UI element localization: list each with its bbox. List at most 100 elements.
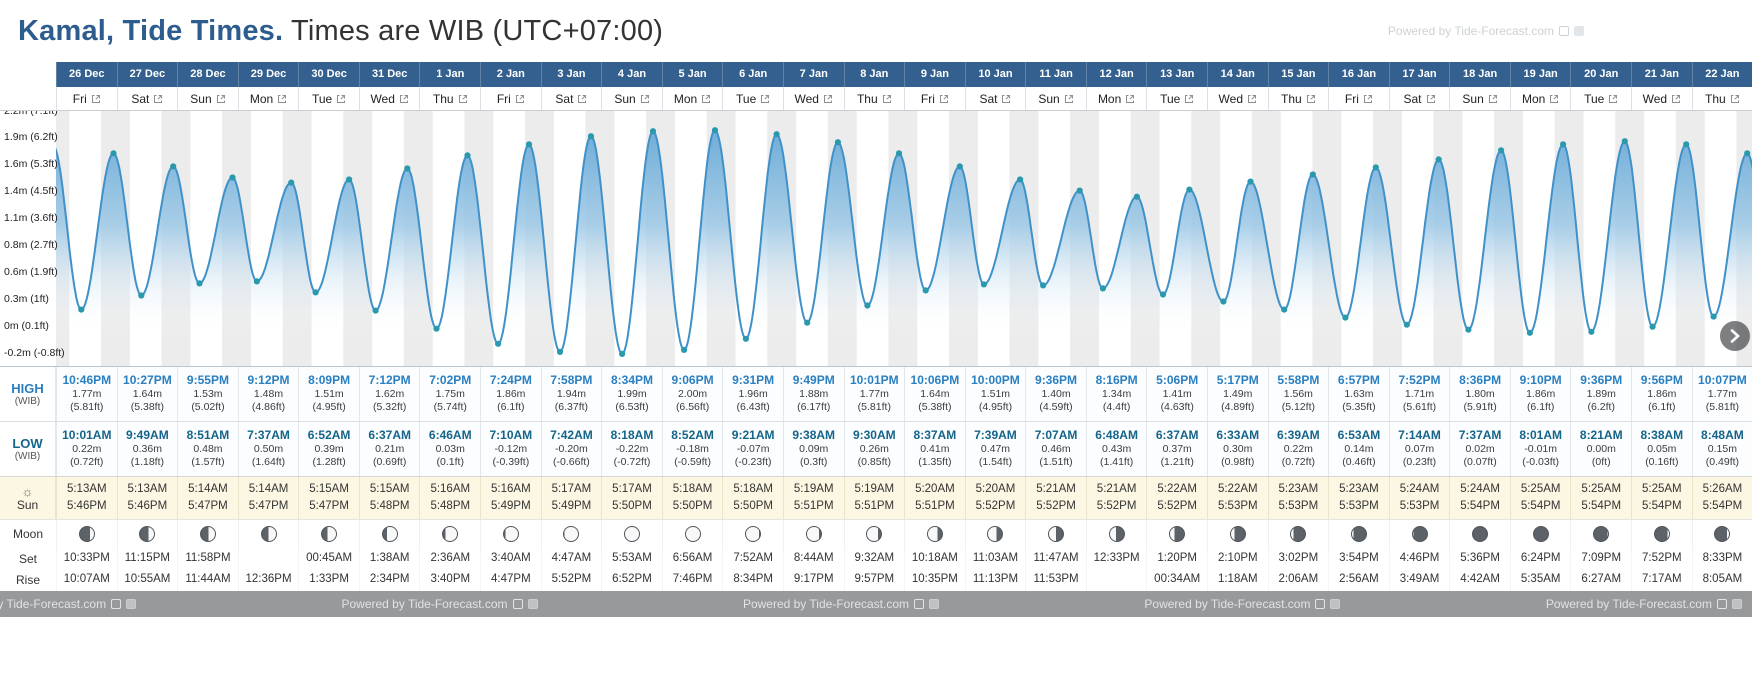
day-link[interactable]: Tue: [1570, 87, 1631, 110]
sunrise-time: 5:16AM: [491, 483, 531, 495]
day-label: Fri: [1344, 91, 1359, 106]
day-link[interactable]: Thu: [1267, 87, 1329, 110]
high-tide-height-m: 1.77m: [72, 388, 102, 400]
day-link[interactable]: Thu: [419, 87, 480, 110]
sun-times-cell: 5:23AM 5:53PM: [1328, 477, 1389, 519]
low-tide-cell: 9:21AM -0.07m (-0.23ft): [722, 422, 783, 476]
sun-times-cell: 5:19AM 5:51PM: [843, 477, 905, 519]
day-link[interactable]: Sun: [177, 87, 238, 110]
day-link[interactable]: Sat: [540, 87, 602, 110]
high-tide-cell: 9:36PM 1.40m (4.59ft): [1025, 367, 1086, 421]
day-link[interactable]: Tue: [298, 87, 359, 110]
day-link[interactable]: Wed: [358, 87, 420, 110]
moon-phase-cell: [298, 520, 359, 548]
sun-times-cell: 5:24AM 5:53PM: [1388, 477, 1450, 519]
powered-by-link[interactable]: Powered by Tide-Forecast.com: [341, 597, 538, 611]
powered-by-link[interactable]: Powered by Tide-Forecast.com: [0, 597, 137, 611]
low-tide-time: 7:07AM: [1034, 428, 1078, 442]
low-tide-time: 6:46AM: [428, 428, 472, 442]
low-tide-cell: 6:33AM 0.30m (0.98ft): [1206, 422, 1268, 476]
high-tide-time: 10:07PM: [1698, 373, 1747, 387]
external-link-icon: [1002, 94, 1011, 103]
moon-phase-icon: [623, 526, 640, 542]
low-tide-time: 10:01AM: [62, 428, 112, 442]
day-link[interactable]: Fri: [904, 87, 965, 110]
moonset-time-cell: 7:52PM: [1631, 548, 1692, 569]
day-link[interactable]: Fri: [56, 87, 117, 110]
date-row-corner: [0, 62, 56, 87]
day-link[interactable]: Fri: [1328, 87, 1389, 110]
day-link[interactable]: Thu: [1691, 87, 1752, 110]
day-label: Thu: [856, 91, 878, 106]
external-link-icon: [337, 94, 346, 103]
sunset-time: 5:54PM: [1581, 500, 1622, 512]
external-link-icon: [1488, 94, 1497, 103]
day-link[interactable]: Mon: [661, 87, 723, 110]
y-axis-tick-label: 2.2m (7.1ft): [4, 111, 58, 118]
next-days-button[interactable]: [1720, 321, 1750, 351]
day-link[interactable]: Mon: [237, 87, 299, 110]
moonrise-time-cell: 10:35PM: [904, 569, 965, 591]
sunrise-time: 5:23AM: [1278, 483, 1319, 495]
powered-by-text: Powered by Tide-Forecast.com: [742, 597, 910, 611]
powered-by-link[interactable]: Powered by Tide-Forecast.com: [1546, 597, 1742, 611]
moon-phase-icon: [926, 526, 943, 542]
high-tide-time: 9:36PM: [1035, 373, 1078, 387]
day-link[interactable]: Tue: [1146, 87, 1207, 110]
moonrise-time-cell: 11:44AM: [177, 569, 238, 591]
moonrise-time-cell: [1085, 569, 1147, 591]
day-link[interactable]: Sat: [116, 87, 178, 110]
day-link[interactable]: Wed: [782, 87, 844, 110]
low-tide-time: 8:21AM: [1579, 428, 1623, 442]
moonset-time-cell: 00:45AM: [298, 548, 359, 569]
powered-by-link[interactable]: Powered by Tide-Forecast.com: [1388, 24, 1584, 38]
moonset-time-cell: 5:53AM: [601, 548, 662, 569]
high-tide-height-m: 1.48m: [253, 388, 284, 400]
low-tide-height-m: 0.03m: [435, 443, 465, 455]
powered-by-link[interactable]: Powered by Tide-Forecast.com: [1144, 597, 1341, 611]
low-tide-height-m: 0.14m: [1344, 443, 1374, 455]
day-link[interactable]: Sat: [964, 87, 1026, 110]
date-header-cell: 19 Jan: [1509, 62, 1571, 87]
day-link[interactable]: Sun: [601, 87, 662, 110]
sunset-time: 5:51PM: [915, 500, 955, 512]
powered-by-link[interactable]: Powered by Tide-Forecast.com: [742, 597, 940, 611]
high-tide-height-m: 1.88m: [799, 388, 829, 400]
high-tide-cell: 5:17PM 1.49m (4.89ft): [1206, 367, 1268, 421]
chart-icon: [126, 599, 137, 609]
moon-phase-cell: [540, 520, 602, 548]
powered-by-text: Powered by Tide-Forecast.com: [341, 597, 508, 611]
day-link[interactable]: Thu: [843, 87, 905, 110]
moon-phase-icon: [1714, 526, 1731, 542]
day-label: Sun: [614, 91, 636, 106]
day-link[interactable]: Wed: [1631, 87, 1692, 110]
low-tide-height-ft: (-0.03ft): [1522, 456, 1560, 468]
tide-extreme-dot: [1040, 282, 1047, 289]
day-link[interactable]: Sun: [1025, 87, 1086, 110]
high-tide-time: 5:17PM: [1216, 373, 1259, 387]
date-header-cell: 30 Dec: [298, 62, 359, 87]
sun-label: Sun: [16, 497, 39, 512]
y-axis-tick-label: 1.9m (6.2ft): [4, 131, 58, 144]
location-name: Kamal, Tide Times.: [18, 14, 284, 47]
y-axis-tick-label: 1.6m (5.3ft): [4, 158, 58, 171]
high-tide-cell: 9:36PM 1.89m (6.2ft): [1570, 367, 1631, 421]
day-link[interactable]: Fri: [480, 87, 541, 110]
day-link[interactable]: Sat: [1388, 87, 1450, 110]
sunrise-time: 5:19AM: [793, 483, 834, 495]
day-label: Fri: [72, 91, 87, 106]
day-link[interactable]: Mon: [1085, 87, 1147, 110]
day-link[interactable]: Wed: [1206, 87, 1268, 110]
day-link[interactable]: Tue: [722, 87, 783, 110]
day-link[interactable]: Sun: [1449, 87, 1510, 110]
day-link[interactable]: Mon: [1509, 87, 1571, 110]
high-tide-cell: 9:56PM 1.86m (6.1ft): [1631, 367, 1692, 421]
low-tide-height-m: 0.43m: [1102, 443, 1132, 455]
tide-extreme-dot: [138, 292, 145, 299]
low-tide-height-m: -0.07m: [736, 443, 770, 455]
external-link-icon: [1426, 94, 1435, 103]
date-header-cell: 9 Jan: [904, 62, 965, 87]
low-tide-height-ft: (0.72ft): [1281, 456, 1315, 468]
high-tide-cell: 7:12PM 1.62m (5.32ft): [358, 367, 420, 421]
high-tide-cell: 8:09PM 1.51m (4.95ft): [298, 367, 359, 421]
